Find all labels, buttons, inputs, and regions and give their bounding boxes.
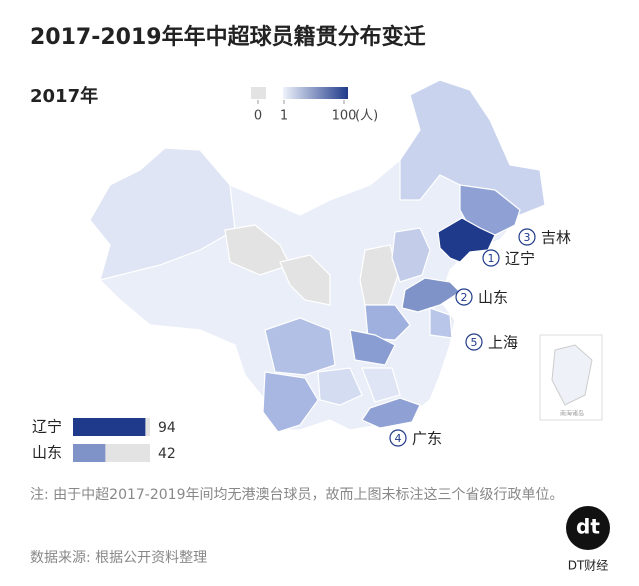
province-label: 山东 <box>478 289 508 307</box>
province <box>264 317 336 376</box>
rank-number: 1 <box>488 252 495 265</box>
province <box>89 147 236 281</box>
province <box>364 304 411 341</box>
province <box>349 329 396 366</box>
title: 2017-2019年年中超球员籍贯分布变迁 <box>30 24 426 50</box>
logo-text: dt <box>576 515 600 539</box>
legend-tick-label: 100 <box>332 109 357 124</box>
province-label: 吉林 <box>541 229 571 247</box>
province <box>361 367 401 403</box>
legend-gradient <box>283 87 348 99</box>
rank-number: 2 <box>461 291 468 304</box>
bar <box>73 418 146 436</box>
bar-value: 94 <box>158 420 176 436</box>
bar-label: 辽宁 <box>32 418 62 436</box>
province <box>262 371 319 433</box>
rank-number: 5 <box>471 336 478 349</box>
source: 数据来源: 根据公开资料整理 <box>30 550 208 566</box>
bar-label: 山东 <box>32 444 62 462</box>
province <box>361 397 421 429</box>
legend-tick-label: 0 <box>254 109 262 124</box>
rank-circle <box>389 429 407 447</box>
legend-no-data <box>251 87 266 99</box>
rank-circle <box>518 228 536 246</box>
province <box>399 79 546 216</box>
province <box>401 277 461 313</box>
logo <box>566 506 610 550</box>
inset-label: 南海诸岛 <box>560 410 584 418</box>
province <box>429 307 453 339</box>
province <box>391 227 431 283</box>
bar-value: 42 <box>158 446 176 462</box>
legend-unit: (人) <box>355 109 378 124</box>
rank-circle <box>455 288 473 306</box>
province <box>279 254 331 306</box>
inset-shape <box>551 344 593 406</box>
province-label: 上海 <box>488 334 518 352</box>
province <box>459 184 521 236</box>
bar <box>73 444 106 462</box>
rank-circle <box>465 333 483 351</box>
province <box>437 217 496 263</box>
note: 注: 由于中超2017-2019年间均无港澳台球员，故而上图未标注这三个省级行政… <box>30 487 564 503</box>
brand-name: DT财经 <box>568 559 609 573</box>
rank-number: 4 <box>395 432 402 445</box>
province <box>317 367 363 406</box>
year: 2017年 <box>30 85 98 107</box>
province-label: 广东 <box>412 430 442 448</box>
province-label: 辽宁 <box>505 250 535 268</box>
legend-tick-label: 1 <box>280 109 288 124</box>
rank-circle <box>482 249 500 267</box>
rank-number: 3 <box>524 231 531 244</box>
